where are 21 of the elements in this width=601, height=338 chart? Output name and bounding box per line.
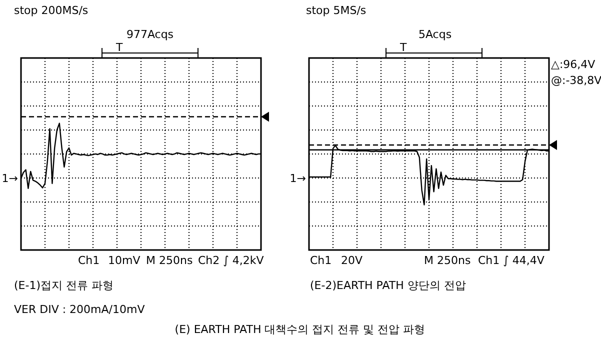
text: M 250ns (146, 254, 193, 267)
text: 20V (341, 254, 363, 267)
text: (E-2)EARTH PATH 양단의 전압 (310, 279, 466, 292)
text: T (399, 41, 407, 54)
text: 1→ (290, 172, 306, 185)
text: Ch1 (78, 254, 100, 267)
chart-title: stop 200MS/s (14, 4, 88, 17)
text: △:96,4V (551, 58, 596, 71)
text: VER DIV : 200mA/10mV (14, 303, 146, 316)
text: Ch2 ∫ 4,2kV (198, 254, 264, 267)
text: (E-1)접지 전류 파형 (14, 279, 114, 292)
chart-title: stop 5MS/s (306, 4, 366, 17)
text: Ch1 (310, 254, 332, 267)
text: Ch1 ∫ 44,4V (478, 254, 545, 267)
text: 977Acqs (126, 28, 174, 41)
text: 5Acqs (418, 28, 452, 41)
text: M 250ns (424, 254, 471, 267)
text: (E) EARTH PATH 대책수의 접지 전류 및 전압 파형 (174, 323, 426, 336)
text: 10mV (108, 254, 141, 267)
text: 1→ (2, 172, 18, 185)
text: T (115, 41, 123, 54)
